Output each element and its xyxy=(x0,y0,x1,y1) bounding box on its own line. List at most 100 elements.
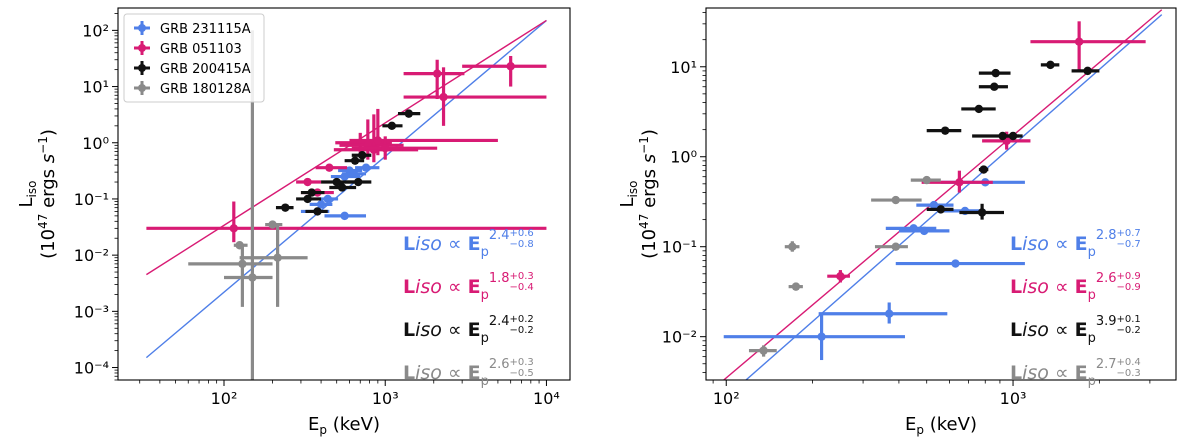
annot-plus: +0.4 xyxy=(1117,357,1141,368)
annot-L: L xyxy=(403,319,415,341)
annot-iso: iso xyxy=(415,276,442,298)
annot-E: E xyxy=(468,276,481,298)
annot-iso: iso xyxy=(1022,276,1049,298)
data-point xyxy=(332,177,341,187)
fit-annotation: Liso ∝ Ep1.8+0.3 −0.4 xyxy=(403,271,534,303)
y-tick-label: 10⁻¹ xyxy=(74,190,109,209)
y-label-close: ) xyxy=(38,129,59,136)
annot-sub: p xyxy=(481,374,489,389)
fit-annotation: Liso ∝ Ep2.8+0.7 −0.7 xyxy=(1010,228,1141,260)
data-point xyxy=(919,226,929,236)
annot-iso: iso xyxy=(1022,319,1049,341)
data-point xyxy=(281,203,290,212)
data-point xyxy=(977,208,987,217)
chart-panel-1: 10² 10³ 10⁴ 10⁻⁴ 10⁻³ 10⁻² 10⁻¹ 10⁰ 10¹ 10² Ep (ke… xyxy=(16,7,571,437)
data-point xyxy=(238,259,247,269)
y-tick-label: 10⁻² xyxy=(74,246,109,265)
annot-plus: +0.2 xyxy=(510,314,534,325)
y-tick-label: 10¹ xyxy=(670,58,697,77)
annot-L: L xyxy=(403,362,415,384)
annot-sub: p xyxy=(481,331,489,346)
series-grb-051103 xyxy=(146,55,547,243)
y-label-sub: iso xyxy=(25,181,39,198)
x-tick-label: 10³ xyxy=(372,389,399,408)
y-label-sexp: −1 xyxy=(637,136,651,154)
legend-marker-dot xyxy=(138,84,146,92)
data-point xyxy=(303,177,312,187)
x-label-sub: p xyxy=(916,423,924,437)
annot-E: E xyxy=(1075,362,1088,384)
data-point xyxy=(350,156,360,165)
data-point xyxy=(936,205,946,214)
annot-L: L xyxy=(403,233,415,255)
annot-propto: ∝ xyxy=(1049,319,1075,341)
data-point xyxy=(506,62,515,71)
annot-exp: 2.8 xyxy=(1096,228,1117,243)
data-point xyxy=(268,220,277,229)
data-point xyxy=(354,177,363,187)
annot-L: L xyxy=(1010,276,1022,298)
data-point xyxy=(891,242,900,251)
y-tick-label: 10⁻¹ xyxy=(662,238,697,257)
y-label-ergs: ergs xyxy=(38,163,59,213)
data-point xyxy=(307,188,316,197)
data-point xyxy=(1008,131,1018,141)
x-tick-label: 10² xyxy=(211,389,238,408)
data-point xyxy=(955,178,964,187)
data-point xyxy=(273,253,282,262)
annot-minus: −0.3 xyxy=(1117,368,1141,379)
y-label-open: (10 xyxy=(639,229,660,259)
plot-frame xyxy=(117,7,571,381)
y-tick-label: 10⁻² xyxy=(662,328,697,347)
data-point xyxy=(313,207,322,216)
data-point xyxy=(891,195,900,205)
annot-E: E xyxy=(468,233,481,255)
annot-exp: 2.6 xyxy=(1096,271,1117,286)
data-point xyxy=(404,109,413,118)
annot-plus: +0.3 xyxy=(510,357,534,368)
data-point xyxy=(381,143,390,153)
x-label-base: E xyxy=(905,414,916,435)
data-point xyxy=(836,272,845,281)
annot-iso: iso xyxy=(415,362,442,384)
series-grb-200415a xyxy=(926,60,1100,220)
data-point xyxy=(349,169,359,179)
plot-data xyxy=(723,9,1163,380)
legend-label: GRB 180128A xyxy=(160,82,251,97)
data-point xyxy=(1074,37,1084,46)
data-point xyxy=(323,194,332,204)
annot-iso: iso xyxy=(415,233,442,255)
annot-minus: −0.8 xyxy=(510,239,534,250)
data-point xyxy=(439,92,448,102)
data-point xyxy=(791,282,801,291)
y-tick-label: 10⁻⁴ xyxy=(74,359,109,378)
data-point xyxy=(337,183,347,192)
annot-sub: p xyxy=(1088,245,1096,260)
x-axis-label: Ep (keV) xyxy=(905,414,977,437)
data-point xyxy=(361,163,371,172)
y-label-s: s xyxy=(639,154,660,163)
data-point xyxy=(432,69,442,78)
series-grb-200415a xyxy=(275,109,421,216)
annot-iso: iso xyxy=(415,319,442,341)
y-label-sub: iso xyxy=(626,181,640,198)
series-grb-051103 xyxy=(827,21,1146,283)
y-label-sexp: −1 xyxy=(36,136,50,154)
plot-data xyxy=(145,19,547,380)
legend-box xyxy=(123,13,265,103)
y-axis-label-line2: (1047 ergs s−1) xyxy=(36,129,59,259)
annot-L: L xyxy=(1010,319,1022,341)
data-point xyxy=(248,273,257,282)
annot-propto: ∝ xyxy=(1049,276,1075,298)
annot-plus: +0.6 xyxy=(510,228,534,239)
data-point xyxy=(387,121,397,131)
annot-sub: p xyxy=(1088,331,1096,346)
legend-label: GRB 231115A xyxy=(160,22,251,37)
annot-L: L xyxy=(1010,233,1022,255)
annot-propto: ∝ xyxy=(442,319,468,341)
x-axis-label: Ep (keV) xyxy=(308,414,380,437)
data-point xyxy=(979,165,988,174)
annot-plus: +0.7 xyxy=(1117,228,1141,239)
annot-sub: p xyxy=(481,245,489,260)
annot-plus: +0.9 xyxy=(1117,271,1141,282)
